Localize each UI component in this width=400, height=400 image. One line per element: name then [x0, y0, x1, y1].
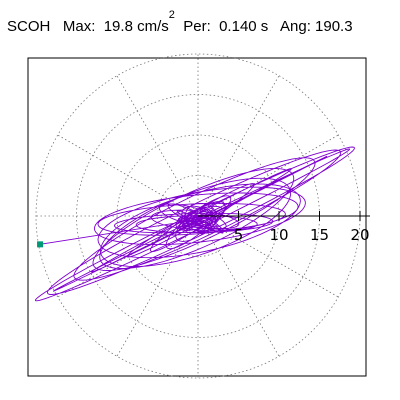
trace-line	[34, 146, 356, 302]
end-point-marker	[37, 241, 44, 248]
max-label: Max:	[62, 18, 96, 35]
grid-spoke	[197, 215, 339, 298]
angle-value: 190.3	[315, 18, 353, 35]
plot-frame	[27, 57, 367, 377]
tick-labels: 5 10 15 20	[234, 226, 370, 244]
plot-header: SCOH Max: 19.8 cm/s2 Per: 0.140 s Ang: 1…	[7, 9, 353, 35]
end-marker	[37, 241, 44, 248]
max-unit: cm/s	[137, 18, 169, 35]
tick-label: 5	[234, 226, 244, 244]
angle-label: Ang:	[280, 18, 311, 35]
grid-spoke	[57, 134, 199, 217]
tick-label: 10	[269, 226, 288, 244]
tick-label: 15	[310, 226, 329, 244]
grid-spoke	[197, 215, 280, 357]
grid-spoke	[116, 75, 199, 217]
grid-spoke	[197, 134, 339, 217]
tick-label: 20	[350, 226, 369, 244]
period-value: 0.140 s	[219, 18, 269, 35]
grid-spoke	[116, 215, 199, 357]
max-unit-exponent: 2	[168, 9, 175, 21]
radial-axis	[198, 211, 370, 221]
max-value: 19.8	[103, 18, 133, 35]
particle-motion-trace	[34, 146, 356, 302]
period-label: Per:	[183, 18, 211, 35]
grid-spoke	[197, 75, 280, 217]
station-code: SCOH	[7, 18, 51, 35]
